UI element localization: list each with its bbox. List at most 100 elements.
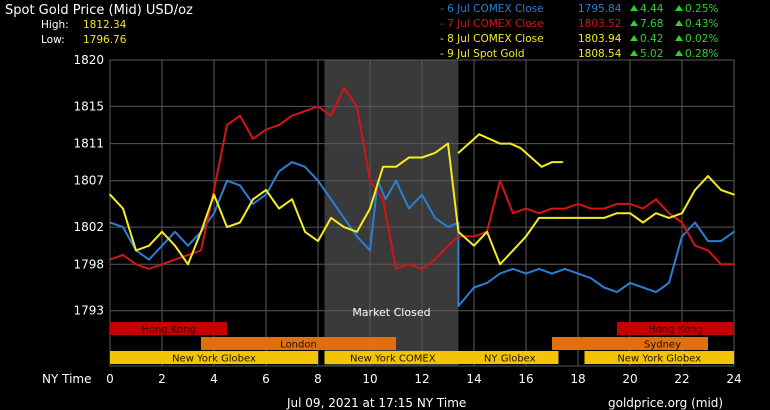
data-point [187,263,189,266]
data-point [551,161,553,164]
data-point [278,124,280,126]
data-point [733,263,735,266]
x-tick-label: 24 [726,372,741,386]
session-label: Hong Kong [141,325,195,336]
data-point [213,189,215,191]
data-point [509,142,512,145]
data-point [109,258,111,261]
chart-title: Spot Gold Price (Mid) USD/oz [5,3,193,18]
data-point [488,138,491,140]
data-point [395,179,397,182]
data-point [642,286,644,289]
data-point [304,110,306,112]
x-tick-label: 18 [570,372,585,386]
legend-price: 1803.94 [578,33,622,45]
data-point [577,216,579,219]
data-point [512,249,514,252]
y-tick-label: 1820 [73,53,104,67]
data-point [564,207,566,210]
market-closed-band [324,60,459,366]
up-arrow-icon [675,50,683,56]
legend-pct: 0.25% [685,3,718,15]
data-point [681,212,683,215]
data-point [720,189,722,191]
data-point [187,254,189,256]
data-point [122,254,124,256]
data-point [551,207,553,210]
data-point [434,216,436,219]
data-point [499,272,501,275]
data-point [447,142,449,145]
data-point [720,240,722,242]
data-point [564,268,566,270]
data-point [122,226,124,229]
data-point [265,189,267,191]
data-point [252,138,254,140]
data-point [174,244,176,247]
data-point [577,203,579,205]
data-point [369,207,371,210]
session-bars: Hong Kong Hong Kong London Sydney New York G… [110,322,734,365]
data-point [707,249,709,252]
data-point [473,244,475,247]
x-tick-label: 20 [622,372,637,386]
data-point [561,161,564,164]
session-label: New York COMEX [350,354,436,365]
session-label: London [280,340,317,351]
data-point [733,193,735,196]
data-point [538,216,540,219]
footer-timestamp: Jul 09, 2021 at 17:15 NY Time [286,396,466,410]
data-point [512,212,514,215]
data-point [148,244,150,247]
data-point [525,272,527,275]
y-tick-label: 1802 [73,220,104,234]
session-bar [110,351,318,364]
data-point [538,212,540,215]
data-point [694,189,696,191]
data-point [530,156,533,159]
session-bar [552,337,617,350]
data-point [317,105,319,108]
x-tick-label: 0 [106,372,114,386]
legend-change: 5.02 [640,48,663,60]
up-arrow-icon [675,20,683,26]
y-tick-label: 1798 [73,257,104,271]
data-point [304,230,306,233]
data-point [655,291,657,294]
data-point [540,165,543,168]
legend-label: - 6 Jul COMEX Close [440,3,544,15]
data-point [408,263,410,266]
data-point [369,179,371,182]
data-point [473,235,475,238]
y-tick-label: 1793 [73,304,104,318]
data-point [603,207,605,210]
data-point [447,226,449,229]
data-point [382,165,384,168]
session-label: New York Globex [172,354,256,365]
data-point [681,221,683,224]
legend-label: - 8 Jul COMEX Close [440,33,544,45]
session-bar [617,322,734,335]
y-tick-label: 1815 [73,99,104,113]
data-point [668,281,670,284]
data-point [343,226,345,229]
data-point [629,212,631,215]
data-point [551,216,553,219]
data-point [603,286,605,289]
data-point [408,156,410,159]
data-point [174,230,176,233]
high-label: High: [41,19,69,31]
data-point [226,124,228,126]
data-point [239,184,241,187]
data-point [694,221,696,224]
data-point [317,240,319,242]
data-point [343,216,345,219]
data-point [330,198,332,201]
data-point [629,281,631,284]
data-point [265,128,267,131]
data-point [590,216,592,219]
up-arrow-icon [675,5,683,11]
up-arrow-icon [630,35,638,41]
data-point [525,207,527,210]
